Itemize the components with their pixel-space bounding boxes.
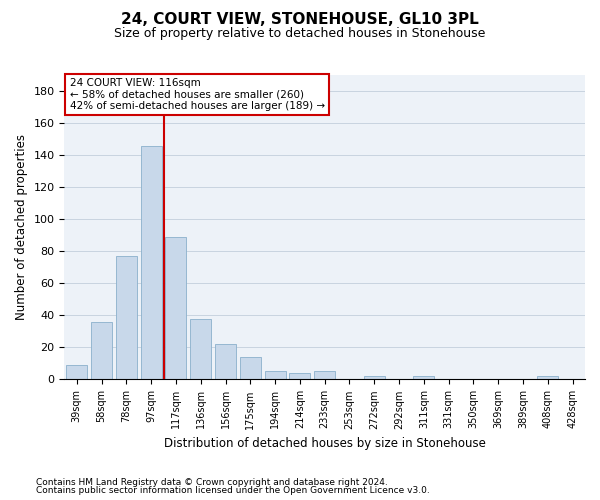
Bar xyxy=(140,146,162,380)
Text: Size of property relative to detached houses in Stonehouse: Size of property relative to detached ho… xyxy=(115,28,485,40)
Bar xyxy=(537,376,559,380)
Text: Contains HM Land Registry data © Crown copyright and database right 2024.: Contains HM Land Registry data © Crown c… xyxy=(36,478,388,487)
Bar xyxy=(190,318,211,380)
Bar xyxy=(215,344,236,380)
Bar xyxy=(240,357,261,380)
Bar xyxy=(116,256,137,380)
Text: 24 COURT VIEW: 116sqm
← 58% of detached houses are smaller (260)
42% of semi-det: 24 COURT VIEW: 116sqm ← 58% of detached … xyxy=(70,78,325,111)
Bar xyxy=(66,365,88,380)
Bar xyxy=(166,237,187,380)
Text: Contains public sector information licensed under the Open Government Licence v3: Contains public sector information licen… xyxy=(36,486,430,495)
Bar xyxy=(364,376,385,380)
Y-axis label: Number of detached properties: Number of detached properties xyxy=(15,134,28,320)
Bar xyxy=(265,372,286,380)
Bar xyxy=(413,376,434,380)
X-axis label: Distribution of detached houses by size in Stonehouse: Distribution of detached houses by size … xyxy=(164,437,485,450)
Bar xyxy=(91,322,112,380)
Bar xyxy=(289,373,310,380)
Text: 24, COURT VIEW, STONEHOUSE, GL10 3PL: 24, COURT VIEW, STONEHOUSE, GL10 3PL xyxy=(121,12,479,28)
Bar xyxy=(314,372,335,380)
